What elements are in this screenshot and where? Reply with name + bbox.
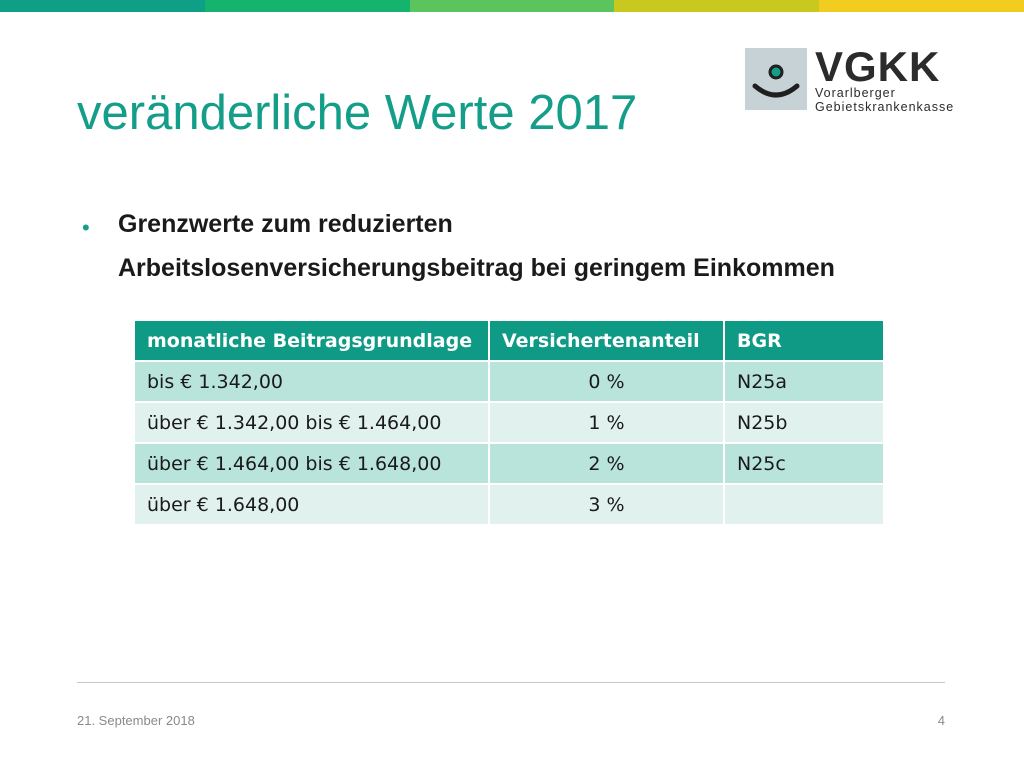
logo-subtitle-line1: Vorarlberger [815,86,896,100]
bullet-text: Grenzwerte zum reduzierten Arbeitslosenv… [118,202,948,290]
logo-text: VGKK Vorarlberger Gebietskrankenkasse [815,43,955,115]
bullet-line-2: Arbeitslosenversicherungsbeitrag bei ger… [118,254,835,282]
table-row: über € 1.648,00 3 % [133,483,885,526]
slide-title: veränderliche Werte 2017 [77,86,638,140]
logo-mark-icon [745,48,807,110]
table-cell: bis € 1.342,00 [133,360,490,403]
top-bar-segment [614,0,820,12]
footer-date: 21. September 2018 [77,713,195,728]
vgkk-logo: VGKK Vorarlberger Gebietskrankenkasse [745,43,960,115]
table-row: bis € 1.342,00 0 % N25a [133,360,885,403]
table-cell: N25b [723,401,885,444]
table-cell: 0 % [488,360,725,403]
logo-name: VGKK [815,43,941,90]
table-cell: N25c [723,442,885,485]
header-cell: monatliche Beitragsgrundlage [133,319,490,362]
header-cell: BGR [723,319,885,362]
thresholds-table: monatliche Beitragsgrundlage Versicherte… [133,319,885,526]
table-cell: 1 % [488,401,725,444]
top-bar-segment [409,0,615,12]
table-cell: über € 1.342,00 bis € 1.464,00 [133,401,490,444]
table-row: über € 1.464,00 bis € 1.648,00 2 % N25c [133,442,885,485]
table-cell: 3 % [488,483,725,526]
table-row: über € 1.342,00 bis € 1.464,00 1 % N25b [133,401,885,444]
top-color-bar [0,0,1024,12]
eye-smile-icon [752,64,800,98]
table-cell [723,483,885,526]
bullet-dot-icon: • [82,215,90,240]
table-cell: N25a [723,360,885,403]
table-cell: 2 % [488,442,725,485]
top-bar-segment [819,0,1024,12]
page-number: 4 [937,713,945,728]
bullet-line-1: Grenzwerte zum reduzierten [118,210,453,238]
top-bar-segment [204,0,410,12]
logo-subtitle-line2: Gebietskrankenkasse [815,100,955,114]
top-bar-segment [0,0,205,12]
table-header-row: monatliche Beitragsgrundlage Versicherte… [133,319,885,362]
header-cell: Versichertenanteil [488,319,725,362]
table-cell: über € 1.464,00 bis € 1.648,00 [133,442,490,485]
footer-divider [77,682,945,683]
table-cell: über € 1.648,00 [133,483,490,526]
